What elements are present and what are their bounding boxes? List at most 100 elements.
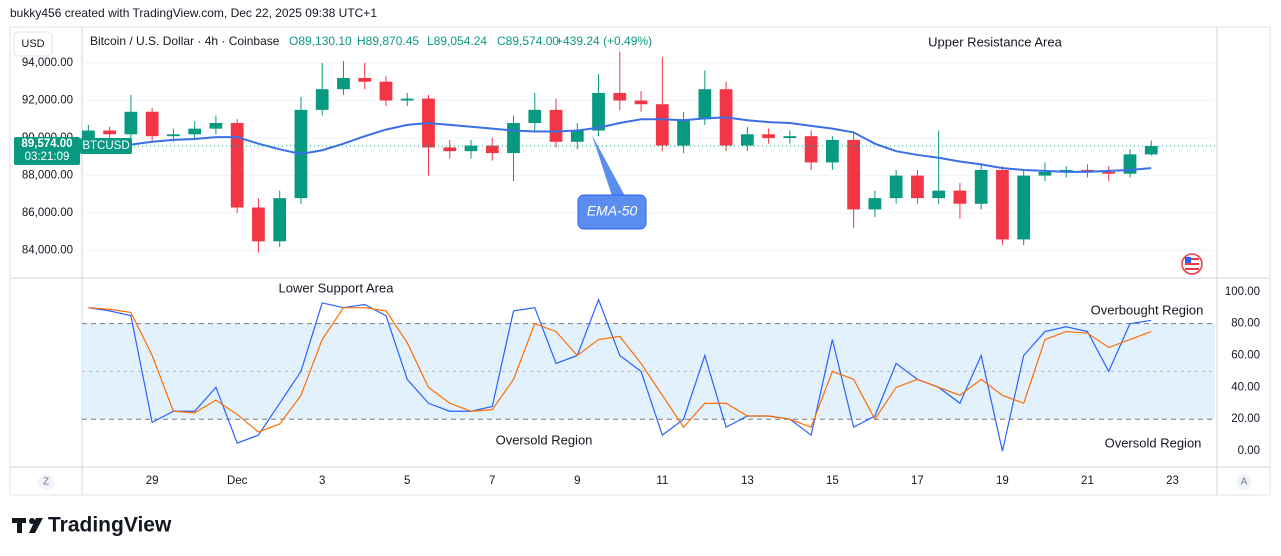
y-tick-label: 88,000.00 <box>22 170 73 182</box>
credit: bukky456 created with TradingView.com, D… <box>10 6 377 20</box>
x-tick-label: 15 <box>826 475 839 487</box>
x-tick-label: 17 <box>911 475 924 487</box>
annotation: Oversold Region <box>1105 435 1202 450</box>
candle-body <box>804 136 818 163</box>
overbought-oversold-band <box>82 323 1215 420</box>
candle-body <box>911 175 924 199</box>
candle-body <box>358 77 372 82</box>
candle-body <box>570 130 584 142</box>
x-tick-label: Dec <box>227 475 248 487</box>
candle-body <box>974 169 988 204</box>
candle-body <box>209 123 223 129</box>
candle-body <box>698 89 712 120</box>
candle-body <box>655 104 669 146</box>
ema-callout <box>577 135 647 230</box>
candle-body <box>230 123 244 208</box>
y-tick-label: 100.00 <box>1225 286 1260 298</box>
x-tick-label: 5 <box>404 475 410 487</box>
candle-body <box>762 134 775 139</box>
candle-body <box>1102 171 1116 174</box>
x-tick-label: 7 <box>489 475 495 487</box>
currency-button[interactable] <box>13 31 53 57</box>
candle-body <box>337 77 350 90</box>
candle-body <box>507 123 520 154</box>
candle-body <box>124 111 138 135</box>
a-label[interactable]: A <box>1241 477 1248 488</box>
stochastic-line <box>88 298 1152 452</box>
candle-body <box>167 134 180 137</box>
z-button[interactable] <box>38 474 54 490</box>
annotation: Lower Support Area <box>279 280 395 295</box>
y-tick-label: 80.00 <box>1231 318 1260 330</box>
candle-body <box>847 139 861 210</box>
candle-body <box>273 198 287 242</box>
x-tick-label: 3 <box>319 475 325 487</box>
candle-body <box>443 147 457 152</box>
price-tag <box>14 137 80 166</box>
candle-body <box>1144 146 1158 155</box>
y-tick-label: 0.00 <box>1238 445 1260 457</box>
candle-body <box>996 169 1009 240</box>
stochastic-line <box>88 307 1152 433</box>
y-tick-label: 40.00 <box>1231 381 1260 393</box>
ohlc-label: L89,054.24 <box>427 34 487 48</box>
brand-logo <box>12 518 43 533</box>
y-tick-label: 60.00 <box>1231 350 1260 362</box>
symbol: BTCUSD <box>82 140 129 152</box>
ohlc-label: O89,130.10 <box>289 34 352 48</box>
x-tick-label: 23 <box>1166 475 1179 487</box>
candle-body <box>103 130 117 135</box>
ohlc-label: H89,870.45 <box>357 34 419 48</box>
currency[interactable]: USD <box>21 38 44 50</box>
countdown: 03:21:09 <box>25 151 70 163</box>
annotation: Upper Resistance Area <box>928 34 1062 49</box>
brand: TradingView <box>48 514 172 537</box>
chart-title: Bitcoin / U.S. Dollar · 4h · Coinbase <box>90 34 280 48</box>
candle-body <box>953 190 967 204</box>
x-tick-label: 11 <box>656 475 668 487</box>
candle-body <box>145 111 159 137</box>
candle-body <box>889 175 903 199</box>
candle-body <box>592 92 605 131</box>
annotation: Oversold Region <box>496 432 593 447</box>
y-tick-label: 94,000.00 <box>22 57 73 69</box>
candle-body <box>825 139 839 163</box>
candle-body <box>315 89 329 110</box>
y-tick-label: 86,000.00 <box>22 207 73 219</box>
flag-icon <box>1181 253 1203 275</box>
annotation: Overbought Region <box>1091 302 1204 317</box>
last-price: 89,574.00 <box>21 138 72 150</box>
change-label: +439.24 (+0.49%) <box>556 34 652 48</box>
candle-body <box>485 145 499 154</box>
y-tick-label: 84,000.00 <box>22 245 73 257</box>
candle-body <box>188 128 202 135</box>
candle-body <box>613 92 627 101</box>
candle-body <box>634 100 648 105</box>
x-tick-label: 13 <box>741 475 754 487</box>
candle-body <box>82 130 95 139</box>
y-tick-label: 92,000.00 <box>22 95 73 107</box>
candle-body <box>252 207 265 242</box>
candle-body <box>868 198 882 210</box>
candle-body <box>783 136 797 139</box>
candle-body <box>528 109 542 124</box>
x-tick-label: 29 <box>146 475 159 487</box>
ohlc-label: C89,574.00 <box>497 34 559 48</box>
a-button[interactable] <box>1236 474 1252 490</box>
ema-label: EMA-50 <box>587 203 638 219</box>
candle-body <box>740 134 754 146</box>
candle-body <box>400 98 414 101</box>
x-tick-label: 9 <box>574 475 580 487</box>
x-tick-label: 19 <box>996 475 1009 487</box>
candle-body <box>464 145 478 152</box>
candle-body <box>1038 171 1052 176</box>
candle-body <box>932 190 946 199</box>
chart-frame <box>9 26 1271 496</box>
candle-body <box>677 119 690 146</box>
x-tick-label: 21 <box>1081 475 1094 487</box>
ema-line <box>88 116 1152 173</box>
y-tick-label: 20.00 <box>1231 413 1260 425</box>
candle-body <box>1017 175 1031 240</box>
z-label[interactable]: Z <box>43 477 49 488</box>
